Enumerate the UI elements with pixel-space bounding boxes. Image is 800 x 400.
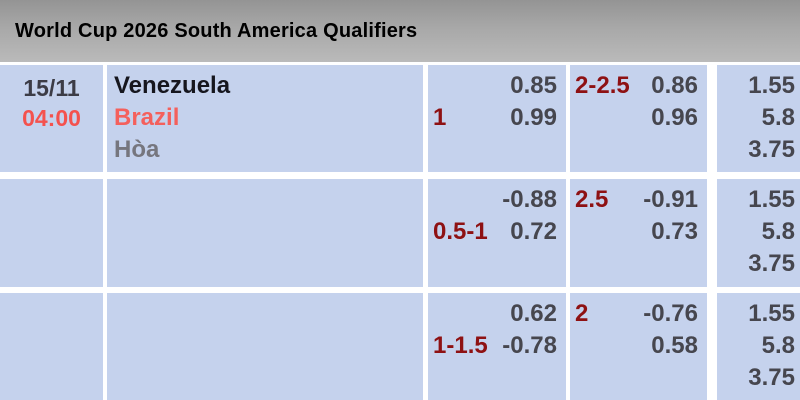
home-team-link[interactable]: Venezuela [114,72,231,99]
home-win-odds[interactable]: 1.55 [748,186,795,213]
handicap-odds[interactable]: -0.78 [502,332,557,359]
asian-handicap-cell: 0.85 1 0.99 [428,65,566,172]
home-win-odds[interactable]: 1.55 [748,300,795,327]
odds-row-3: 0.62 1-1.5 -0.78 2 -0.76 0.58 1.55 [0,293,800,400]
match-datetime-cell: 15/11 04:00 [0,65,103,172]
one-x-two-cell: 1.55 5.8 3.75 [717,179,800,287]
goal-line-value: 2 [575,300,589,327]
away-win-odds[interactable]: 5.8 [761,218,795,245]
teams-cell: Venezuela Brazil Hòa [107,65,423,172]
odds-row-2: -0.88 0.5-1 0.72 2.5 -0.91 0.73 1.55 [0,179,800,287]
home-win-odds[interactable]: 1.55 [748,72,795,99]
odds-row-1: 15/11 04:00 Venezuela Brazil Hòa 0.85 1 … [0,65,800,172]
over-odds[interactable]: -0.91 [643,186,698,213]
over-under-cell: 2 -0.76 0.58 [570,293,707,400]
empty-date-cell [0,179,103,287]
handicap-value: 0.5-1 [433,218,488,245]
empty-teams-cell [107,179,423,287]
over-odds[interactable]: -0.76 [643,300,698,327]
handicap-odds[interactable]: -0.88 [502,186,557,213]
handicap-value: 1-1.5 [433,332,488,359]
handicap-value: 1 [433,104,447,131]
match-time: 04:00 [22,105,81,131]
handicap-odds[interactable]: 0.62 [510,300,557,327]
over-under-cell: 2.5 -0.91 0.73 [570,179,707,287]
under-odds[interactable]: 0.73 [651,218,698,245]
one-x-two-cell: 1.55 5.8 3.75 [717,293,800,400]
away-win-odds[interactable]: 5.8 [761,332,795,359]
goal-line-value: 2-2.5 [575,72,630,99]
draw-label: Hòa [114,136,160,163]
away-team-link[interactable]: Brazil [114,104,180,131]
draw-odds[interactable]: 3.75 [748,250,795,277]
odds-table: 15/11 04:00 Venezuela Brazil Hòa 0.85 1 … [0,65,800,400]
handicap-odds[interactable]: 0.72 [510,218,557,245]
asian-handicap-cell: 0.62 1-1.5 -0.78 [428,293,566,400]
handicap-odds[interactable]: 0.85 [510,72,557,99]
draw-odds[interactable]: 3.75 [748,136,795,163]
over-odds[interactable]: 0.86 [651,72,698,99]
empty-teams-cell [107,293,423,400]
match-date: 15/11 [23,75,80,101]
empty-date-cell [0,293,103,400]
away-win-odds[interactable]: 5.8 [761,104,795,131]
tournament-header: World Cup 2026 South America Qualifiers [0,0,800,62]
over-under-cell: 2-2.5 0.86 0.96 [570,65,707,172]
handicap-odds[interactable]: 0.99 [510,104,557,131]
under-odds[interactable]: 0.96 [651,104,698,131]
goal-line-value: 2.5 [575,186,609,213]
tournament-title: World Cup 2026 South America Qualifiers [15,19,418,42]
asian-handicap-cell: -0.88 0.5-1 0.72 [428,179,566,287]
draw-odds[interactable]: 3.75 [748,364,795,391]
under-odds[interactable]: 0.58 [651,332,698,359]
one-x-two-cell: 1.55 5.8 3.75 [717,65,800,172]
